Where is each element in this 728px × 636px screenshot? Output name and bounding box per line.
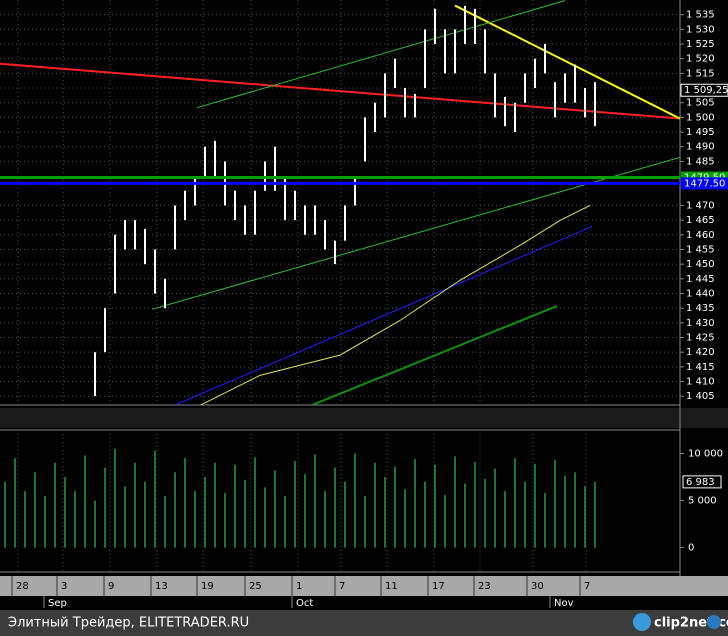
y-tick-label: 1 495 <box>686 127 715 138</box>
y-tick-label: 1 530 <box>686 24 715 35</box>
y-tick-label: 1 430 <box>686 318 715 329</box>
x-tick-label: 17 <box>432 581 445 592</box>
x-tick-label: 25 <box>249 581 262 592</box>
y-tick-label: 1 515 <box>686 68 715 79</box>
x-tick-label: 28 <box>16 581 29 592</box>
y-tick-label: 0 <box>688 543 694 554</box>
last-tag <box>682 475 722 489</box>
trendline <box>196 0 566 109</box>
last-tag <box>680 83 728 97</box>
y-tick-label: 1 465 <box>686 215 715 226</box>
y-tick-label: 10 000 <box>688 449 723 460</box>
trendline <box>454 4 680 120</box>
y-tick-label: 1 440 <box>686 288 715 299</box>
last-label: 1 509,25 <box>684 85 728 96</box>
y-tick-label: 1 445 <box>686 274 715 285</box>
x-tick-label: 3 <box>61 581 67 592</box>
y-tick-label: 1 415 <box>686 362 715 373</box>
x-tick-label: 19 <box>201 581 214 592</box>
y-tick-label: 1 535 <box>686 10 715 21</box>
trendline <box>0 62 680 120</box>
panel <box>0 0 680 405</box>
y-tick-label: 1 460 <box>686 230 715 241</box>
y-tick-label: 1 405 <box>686 391 715 402</box>
x-tick-label: 7 <box>339 581 345 592</box>
y-tick-label: 5 000 <box>688 496 717 507</box>
month-label: Nov <box>554 598 574 609</box>
x-axis-strip <box>0 576 728 596</box>
logo-icon <box>707 615 721 629</box>
y-tick-label: 1 420 <box>686 347 715 358</box>
y-tick-label: 1 520 <box>686 54 715 65</box>
y-tick-label: 1 505 <box>686 98 715 109</box>
panel <box>4 430 596 572</box>
y-tick-label: 1 450 <box>686 259 715 270</box>
month-label: Oct <box>296 598 313 609</box>
y-tick-label: 1 470 <box>686 200 715 211</box>
y-tick-label: 1 500 <box>686 112 715 123</box>
footer-source: Элитный Трейдер, ELITETRADER.RU <box>8 616 249 631</box>
y-tick-label: 1 490 <box>686 142 715 153</box>
separator <box>0 408 728 428</box>
footer-bar <box>0 610 728 636</box>
last-label: 6 983 <box>686 477 715 488</box>
level-tag <box>681 177 728 190</box>
x-tick-label: 9 <box>108 581 114 592</box>
x-tick-label: 30 <box>531 581 544 592</box>
x-tick-label: 23 <box>478 581 491 592</box>
x-tick-label: 13 <box>155 581 168 592</box>
y-tick-label: 1 455 <box>686 244 715 255</box>
y-tick-label: 1 410 <box>686 377 715 388</box>
logo-icon <box>633 613 651 631</box>
y-tick-label: 1 485 <box>686 156 715 167</box>
y-tick-label: 1 435 <box>686 303 715 314</box>
month-strip <box>0 596 728 610</box>
x-tick-label: 1 <box>296 581 302 592</box>
y-tick-label: 1 525 <box>686 39 715 50</box>
trendline <box>311 305 558 405</box>
month-label: Sep <box>48 598 67 609</box>
level-label: 1477.50 <box>684 178 725 189</box>
trendline <box>174 226 593 405</box>
trendline <box>199 204 591 405</box>
x-tick-label: 7 <box>584 581 590 592</box>
y-tick-label: 1 425 <box>686 333 715 344</box>
x-tick-label: 11 <box>385 581 398 592</box>
